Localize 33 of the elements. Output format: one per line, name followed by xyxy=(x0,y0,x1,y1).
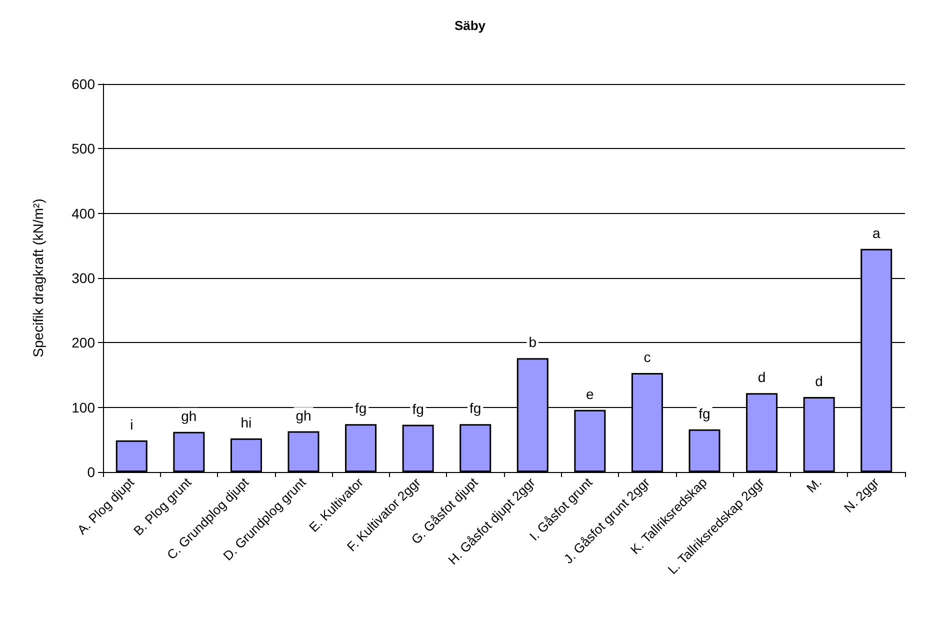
data-label: hi xyxy=(240,414,252,430)
data-label: a xyxy=(872,224,880,241)
bar xyxy=(116,440,148,472)
chart-title: Säby xyxy=(454,18,486,33)
bar xyxy=(688,429,720,472)
data-label: e xyxy=(586,386,594,402)
data-label: gh xyxy=(296,407,312,424)
data-label: b xyxy=(528,334,537,350)
y-tick-label: 300 xyxy=(72,270,96,286)
data-label: d xyxy=(758,369,766,386)
bar xyxy=(173,432,205,472)
y-tick-label: 600 xyxy=(72,76,96,92)
x-tick-label: M. xyxy=(804,474,824,496)
bar xyxy=(230,438,262,472)
bar xyxy=(460,424,492,472)
data-label: d xyxy=(815,372,823,389)
data-label: i xyxy=(130,416,134,432)
y-tick-label: 100 xyxy=(72,399,96,416)
bar xyxy=(345,424,377,472)
y-tick-label: 400 xyxy=(72,205,96,222)
y-tick-label: 200 xyxy=(72,334,96,351)
data-label: fg xyxy=(470,400,482,416)
data-label: fg xyxy=(354,400,367,416)
data-label: fg xyxy=(412,400,424,417)
bar xyxy=(288,431,320,472)
bar xyxy=(402,424,434,472)
data-label: c xyxy=(644,349,651,366)
bar xyxy=(574,410,606,472)
y-tick-label: 500 xyxy=(72,140,96,157)
y-tick-label: 0 xyxy=(87,464,96,480)
y-axis-title: Specifik dragkraft (kN/m²) xyxy=(30,198,46,358)
data-label: fg xyxy=(698,405,710,422)
data-label: gh xyxy=(181,408,197,424)
